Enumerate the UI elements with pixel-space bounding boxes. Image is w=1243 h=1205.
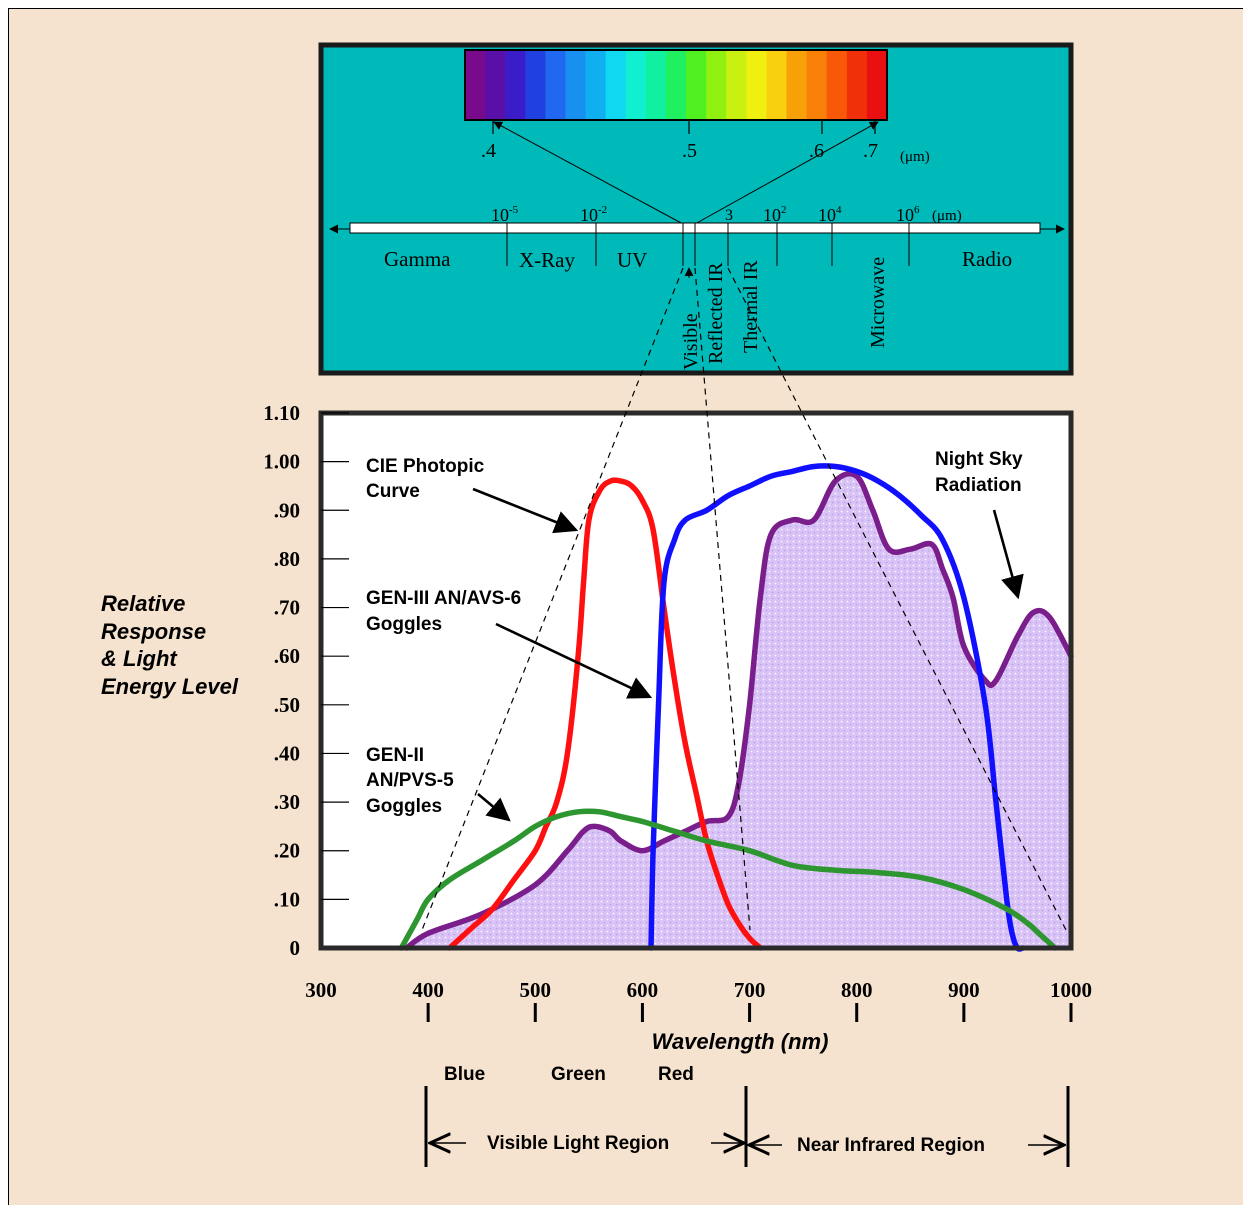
scale-label-1e6: 106 [896,204,920,225]
band-visible: Visible [680,313,702,370]
spectrum-panel: .4 .5 .6 .7 (μm) 10-5 10-2 3 102 104 [318,42,1074,376]
projection-left-arrow [493,121,684,225]
visible-tick-05: .5 [682,140,697,162]
y-tick-label: .30 [274,790,300,814]
annotation-night-sky: Night Sky Radiation [935,449,1028,496]
band-gamma: Gamma [384,247,451,271]
series-layer [398,463,1074,952]
y-tick-label: .90 [274,498,300,522]
chart: 0 .10 .20 .30 .40 .50 .60 .70 .80 .90 1.00 1.10 300… [101,267,1092,1054]
regions: Blue Green Red Visible Light Region Near… [424,1064,1070,1167]
scale-label-1e-5: 10-5 [491,204,519,225]
color-band [786,50,808,120]
visible-tick-06: .6 [809,140,824,162]
y-tick-label: .70 [274,596,300,620]
x-tick-label: 900 [948,978,980,1002]
y-tick-label: .60 [274,644,300,668]
color-band [846,50,868,120]
series-cie-line [446,477,764,951]
x-tick-label: 1000 [1050,978,1092,1002]
scale-label-1e2: 102 [763,204,787,225]
color-band [766,50,788,120]
scale-label-3: 3 [725,207,733,224]
series-night-line [403,470,1074,951]
annotation-gen3: GEN-III AN/AVS-6 Goggles [366,588,526,635]
x-axis-label: Wavelength (nm) [652,1029,829,1054]
color-band [686,50,707,120]
color-band [505,50,526,120]
arrow-gen2 [477,793,511,822]
scale-label-1e-2: 10-2 [580,204,607,225]
x-tick-label: 300 [305,978,337,1002]
series-gen3-line [648,463,1026,952]
scale-unit: (μm) [932,208,962,224]
color-band [726,50,747,120]
x-tick-label: 500 [520,978,552,1002]
visible-light-region-label: Visible Light Region [487,1133,669,1154]
visible-tick-04: .4 [481,140,496,162]
y-axis: 0 .10 .20 .30 .40 .50 .60 .70 .80 .90 1.00 1.10 [263,401,349,960]
band-microwave: Microwave [867,257,889,348]
scale-label-1e4: 104 [818,204,842,225]
color-band [625,50,647,120]
y-axis-label: Relative Response & Light Energy Level [101,591,239,699]
region-red: Red [658,1064,694,1085]
color-band [746,50,768,120]
color-band [806,50,828,120]
color-band [826,50,848,120]
x-tick-label: 400 [412,978,444,1002]
arrow-gen3 [495,622,653,699]
y-tick-label: .10 [274,887,300,911]
color-band [645,50,667,120]
projection-right-arrow [694,121,879,225]
band-uv: UV [617,248,647,272]
y-tick-label: .50 [274,693,300,717]
plot-frame [318,410,1074,951]
band-radio: Radio [962,247,1012,271]
projection-dashed-lines [421,267,1067,931]
annotation-gen2: GEN-II AN/PVS-5 Goggles [366,745,459,817]
color-band [665,50,687,120]
color-band [565,50,587,120]
y-tick-label: .20 [274,839,300,863]
visible-tick-07: .7 [863,140,878,162]
annotation-cie: CIE Photopic Curve [366,456,490,502]
x-axis: 300 400 500 600 700 800 900 1000 [305,978,1092,1022]
night-sky-fill [406,473,1071,948]
x-tick-label: 800 [841,978,873,1002]
visible-color-strip-border [464,49,888,121]
y-tick-label: .80 [274,547,300,571]
visible-unit: (μm) [900,149,930,165]
y-tick-label: 0 [290,936,301,960]
color-band [605,50,627,120]
y-tick-label: 1.10 [263,401,300,425]
color-band [706,50,727,120]
visible-color-strip [465,50,888,120]
color-band [866,50,888,120]
y-tick-label: 1.00 [263,450,300,474]
scale-dividers [506,223,910,266]
band-xray: X-Ray [519,248,575,272]
series-gen2-line [398,808,1058,951]
near-infrared-region-label: Near Infrared Region [797,1135,985,1156]
y-tick-label: .40 [274,741,300,765]
region-blue: Blue [444,1064,485,1085]
arrow-cie [472,487,579,534]
x-tick-label: 600 [627,978,659,1002]
color-band [525,50,546,120]
region-green: Green [551,1064,606,1085]
color-band [465,50,486,120]
arrow-night-sky [992,509,1024,600]
band-reflected-ir: Reflected IR [705,262,727,364]
color-band [585,50,607,120]
color-band [545,50,567,120]
band-thermal-ir: Thermal IR [740,260,762,353]
color-band [485,50,506,120]
x-tick-label: 700 [734,978,766,1002]
